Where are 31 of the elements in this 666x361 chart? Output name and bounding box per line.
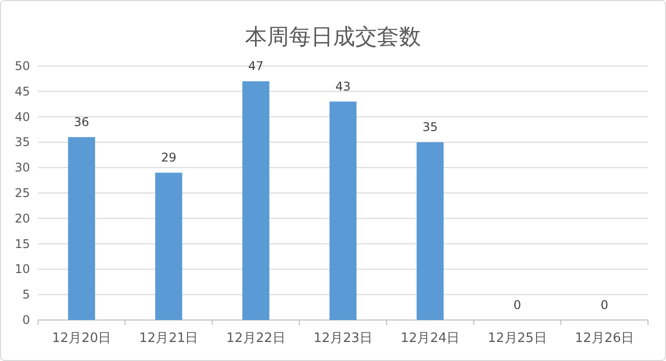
data-label: 47 (248, 59, 264, 74)
data-label: 36 (74, 115, 90, 130)
y-tick-label: 15 (14, 236, 30, 251)
bar (416, 142, 444, 320)
bar (155, 172, 182, 320)
y-tick-label: 10 (14, 262, 30, 276)
y-tick-label: 5 (22, 288, 30, 302)
x-tick-label: 12月20日 (52, 331, 112, 346)
x-tick-label: 12月21日 (139, 331, 198, 346)
data-label: 43 (335, 80, 351, 94)
data-label: 0 (513, 298, 522, 312)
y-tick-label: 50 (14, 59, 30, 73)
y-tick-label: 40 (14, 110, 30, 124)
x-tick-label: 12月23日 (313, 331, 373, 346)
data-label: 35 (422, 120, 438, 134)
y-tick-label: 25 (14, 186, 30, 200)
y-tick-label: 45 (14, 84, 30, 98)
x-tick-label: 12月22日 (226, 331, 286, 346)
bar (329, 102, 357, 320)
x-tick-label: 12月26日 (574, 331, 634, 346)
bar (242, 81, 270, 320)
data-label: 29 (161, 150, 176, 165)
y-tick-label: 20 (14, 211, 30, 226)
x-tick-label: 12月25日 (488, 331, 547, 346)
chart-title: 本周每日成交套数 (245, 25, 421, 50)
bar (68, 137, 96, 320)
y-tick-label: 0 (22, 313, 30, 327)
x-tick-label: 12月24日 (400, 331, 460, 346)
y-tick-label: 30 (14, 160, 30, 175)
data-label: 0 (600, 298, 608, 312)
y-tick-label: 35 (14, 135, 30, 150)
